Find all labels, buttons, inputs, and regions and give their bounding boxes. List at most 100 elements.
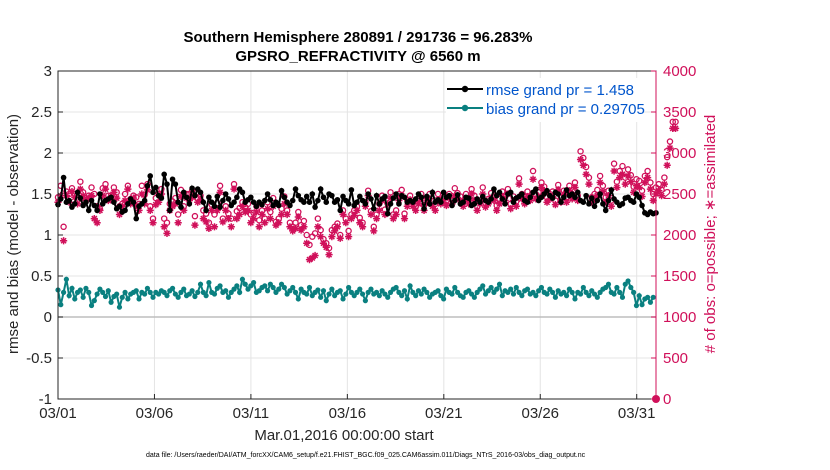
possible-point-219 bbox=[666, 138, 674, 145]
rmse-point-155 bbox=[488, 196, 494, 202]
assimilated-point-128 bbox=[412, 206, 420, 214]
rmse-point-38 bbox=[161, 171, 167, 178]
assimilated-point-113 bbox=[370, 227, 378, 235]
bias-point-109 bbox=[359, 291, 366, 297]
bias-point-64 bbox=[234, 283, 240, 289]
y-left-tick-label-3: 0.5 bbox=[31, 268, 52, 285]
assimilated-point-210 bbox=[641, 178, 649, 187]
bias-point-152 bbox=[480, 283, 486, 289]
assimilated-point-215 bbox=[655, 187, 663, 195]
assimilated-point-199 bbox=[610, 167, 618, 175]
assimilated-point-171 bbox=[532, 195, 540, 203]
legend-rmse-marker bbox=[461, 85, 469, 93]
possible-point-93 bbox=[314, 215, 322, 222]
rmse-point-7 bbox=[74, 189, 81, 196]
bias-point-86 bbox=[295, 296, 301, 302]
assimilated-point-117 bbox=[381, 210, 389, 219]
rmse-point-149 bbox=[471, 201, 478, 207]
legend-box bbox=[446, 78, 642, 122]
possible-point-187 bbox=[577, 148, 584, 155]
assimilated-point-150 bbox=[473, 206, 481, 214]
assimilated-point-52 bbox=[199, 215, 207, 223]
bias-point-60 bbox=[223, 288, 229, 294]
assimilated-point-179 bbox=[554, 186, 562, 194]
bias-point-123 bbox=[399, 293, 405, 299]
possible-point-8 bbox=[77, 178, 84, 185]
rmse-point-196 bbox=[602, 207, 609, 214]
rmse-point-71 bbox=[253, 203, 260, 210]
assimilated-point-98 bbox=[328, 233, 336, 241]
y-right-tick-label-4: 2000 bbox=[663, 227, 696, 244]
bias-point-155 bbox=[488, 284, 494, 291]
bias-point-77 bbox=[270, 284, 276, 291]
bias-point-184 bbox=[569, 289, 575, 295]
bias-point-168 bbox=[524, 286, 531, 292]
assimilated-point-8 bbox=[76, 185, 84, 193]
assimilated-point-64 bbox=[233, 215, 241, 223]
bias-point-188 bbox=[580, 284, 586, 291]
possible-point-217 bbox=[661, 174, 668, 181]
bias-point-103 bbox=[343, 291, 349, 297]
assimilated-point-197 bbox=[604, 192, 613, 200]
x-axis: 03/01 03/06 03/11 03/16 03/21 03/26 03/31 bbox=[39, 394, 655, 422]
y-axis-left: -1 -0.5 0 0.5 1 1.5 2 2.5 3 bbox=[26, 63, 63, 408]
rmse-point-51 bbox=[197, 189, 204, 196]
assimilated-point-36 bbox=[154, 198, 163, 206]
rmse-point-195 bbox=[600, 201, 606, 207]
rmse-point-55 bbox=[208, 199, 215, 205]
bias-point-136 bbox=[435, 288, 441, 294]
rmse-point-53 bbox=[203, 207, 209, 214]
assimilated-point-212 bbox=[646, 185, 655, 193]
rmse-point-56 bbox=[211, 203, 218, 210]
assimilated-point-196 bbox=[602, 198, 610, 206]
rmse-point-25 bbox=[125, 201, 131, 207]
assimilated-point-84 bbox=[289, 227, 297, 235]
rmse-point-40 bbox=[166, 207, 173, 214]
rmse-point-2 bbox=[60, 174, 67, 181]
bias-point-202 bbox=[619, 294, 626, 300]
possible-point-170 bbox=[529, 167, 537, 175]
series-rmse bbox=[55, 171, 659, 222]
rmse-point-134 bbox=[429, 189, 436, 196]
assimilated-point-108 bbox=[356, 219, 364, 227]
possible-point-202 bbox=[619, 162, 626, 170]
rmse-point-88 bbox=[301, 199, 307, 205]
possible-point-152 bbox=[479, 184, 486, 191]
bias-point-164 bbox=[513, 284, 519, 291]
bias-point-48 bbox=[189, 288, 195, 294]
rmse-point-191 bbox=[588, 195, 595, 201]
assimilated-point-153 bbox=[481, 203, 490, 211]
bias-point-89 bbox=[304, 291, 310, 297]
assimilated-point-170 bbox=[529, 175, 537, 183]
assimilated-point-205 bbox=[627, 178, 635, 186]
rmse-point-81 bbox=[281, 194, 288, 201]
assimilated-point-209 bbox=[638, 192, 646, 201]
possible-point-85 bbox=[292, 219, 299, 226]
rmse-point-43 bbox=[175, 199, 181, 205]
assimilated-point-53 bbox=[202, 218, 210, 226]
bias-point-29 bbox=[136, 296, 142, 302]
legend-rmse-symbol bbox=[447, 85, 483, 93]
possible-point-58 bbox=[216, 182, 224, 190]
rmse-point-28 bbox=[133, 215, 140, 222]
possible-point-208 bbox=[635, 177, 643, 185]
assimilated-point-139 bbox=[442, 201, 451, 210]
assimilated-point-125 bbox=[403, 202, 411, 210]
bias-point-190 bbox=[586, 293, 592, 299]
possible-point-88 bbox=[300, 217, 308, 225]
rmse-point-61 bbox=[225, 196, 232, 202]
rmse-point-83 bbox=[287, 202, 293, 209]
bias-point-45 bbox=[181, 286, 187, 292]
assimilated-point-115 bbox=[375, 206, 383, 214]
assimilated-point-59 bbox=[219, 218, 227, 226]
assimilated-point-22 bbox=[115, 210, 124, 219]
assimilated-point-66 bbox=[238, 202, 247, 210]
bias-point-32 bbox=[144, 285, 151, 291]
assimilated-point-204 bbox=[624, 172, 632, 180]
assimilated-point-9 bbox=[79, 192, 87, 200]
rmse-point-94 bbox=[317, 186, 324, 192]
assimilated-point-27 bbox=[129, 194, 138, 202]
rmse-point-91 bbox=[309, 191, 316, 197]
assimilated-point-35 bbox=[152, 201, 160, 209]
